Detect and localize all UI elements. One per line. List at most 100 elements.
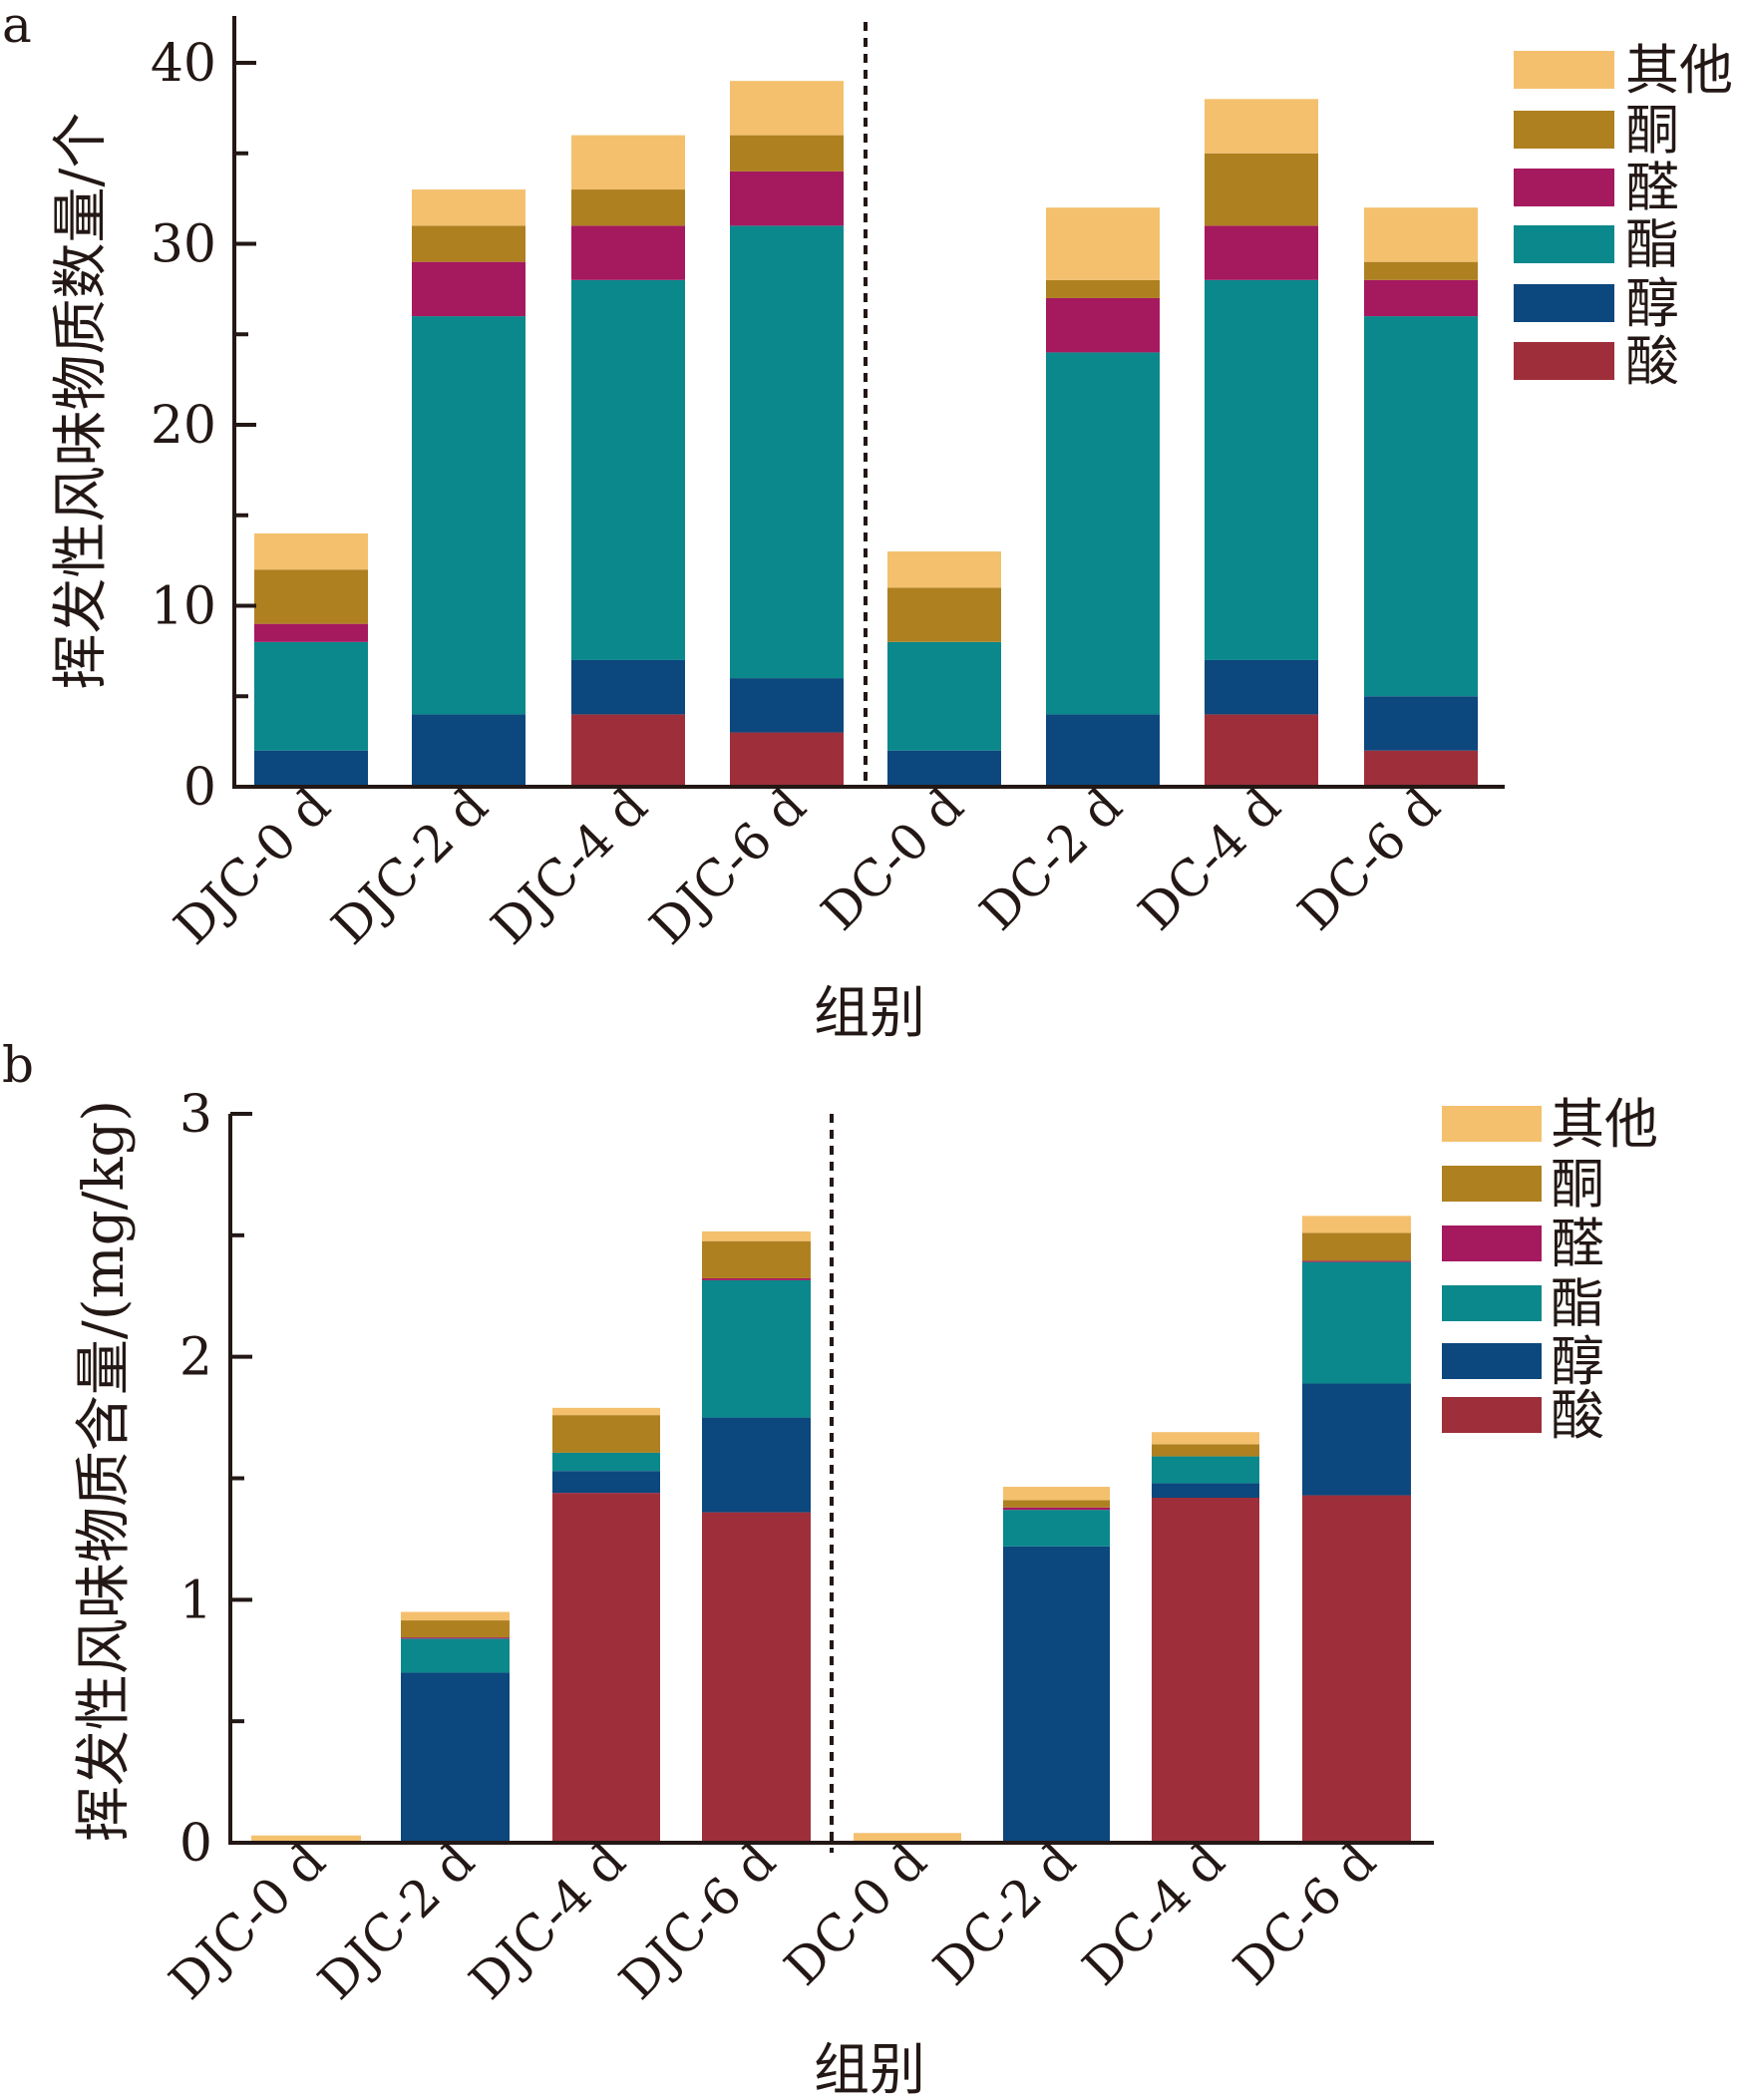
bar-stack [1205,99,1318,787]
bar-segment [730,135,844,172]
bar-segment [1302,1383,1411,1496]
y-tick-label: 2 [179,1328,212,1388]
x-tick-label: DC-6 d [1287,777,1452,941]
legend-item: 酯 [1514,213,1679,276]
bar-segment [412,714,525,787]
x-tick-label: DC-0 d [774,1832,938,1996]
bar-segment [854,1833,961,1843]
bar-segment [571,659,685,715]
bar-segment [571,135,685,190]
x-axis-title-b: 组别 [814,2038,925,2100]
legend-item: 其他 [1442,1093,1658,1156]
bar-segment [401,1620,510,1638]
bar-segment [1046,207,1160,280]
bar-segment [552,1415,660,1453]
bar-segment [552,1471,660,1494]
x-tick-label: DC-2 d [922,1832,1087,1996]
y-tick-label: 40 [151,34,216,94]
bar-stack [702,1230,811,1843]
bar-segment [401,1672,510,1843]
legend-label: 醛 [1551,1213,1604,1275]
bar-stack [1152,1432,1259,1843]
bar-segment [1046,714,1160,787]
bar-stack [571,135,685,787]
bar-segment [412,225,525,262]
legend-swatch [1514,111,1614,149]
legend-item: 醛 [1442,1213,1604,1275]
y-tick-labels-b: 0 1 2 3 [179,1085,212,1874]
legend-label: 酮 [1551,1153,1604,1216]
x-tick-label: DJC-2 d [321,777,500,955]
bar-segment [887,750,1001,787]
bar-stack [251,1835,361,1843]
legend-swatch [1514,284,1614,322]
bar-segment [1205,714,1318,787]
x-axis-title-a: 组别 [814,981,925,1046]
bar-segment [887,641,1001,751]
bar-segment [730,171,844,226]
bar-stack [730,81,844,787]
y-tick-label: 1 [179,1571,212,1630]
bar-segment [251,1835,361,1843]
legend-item: 酮 [1514,99,1679,162]
bar-segment [1046,279,1160,298]
bar-segment [1364,279,1478,317]
bar-segment [1302,1495,1411,1843]
bar-segment [1302,1260,1411,1262]
legend-swatch [1442,1106,1542,1142]
y-tick-label: 20 [151,396,216,456]
bar-segment [552,1493,660,1843]
bar-segment [1152,1483,1259,1498]
bar-segment [1046,352,1160,715]
y-tick-label: 30 [151,215,216,275]
bar-segment [1364,316,1478,697]
x-tick-label: DJC-4 d [481,777,659,955]
legend-swatch [1442,1397,1542,1433]
bar-segment [1003,1510,1110,1547]
legend-item: 酮 [1442,1153,1604,1216]
bar-segment [1152,1456,1259,1484]
bar-segment [401,1637,510,1639]
bar-segment [1364,696,1478,751]
bar-segment [702,1277,811,1280]
bar-stack [1046,207,1160,787]
bar-segment [1152,1497,1259,1843]
legend-label: 醇 [1625,272,1679,335]
bar-segment [412,261,525,317]
legend-swatch [1442,1166,1542,1202]
bar-segment [412,189,525,226]
bar-segment [254,750,368,787]
bar-segment [1205,279,1318,660]
y-tick-label: 3 [179,1085,212,1145]
bar-segment [1302,1261,1411,1384]
bar-segment [254,623,368,642]
legend-label: 酸 [1551,1384,1604,1447]
bar-stack [887,551,1001,787]
x-tick-label: DC-0 d [811,777,975,941]
bar-segment [1003,1507,1110,1511]
bar-segment [1205,225,1318,280]
bar-segment [1364,207,1478,262]
bar-stack [1364,207,1478,787]
legend-swatch [1442,1343,1542,1379]
bar-segment [702,1512,811,1843]
bar-segment [1205,659,1318,715]
legend-label: 醇 [1551,1330,1604,1393]
bar-segment [702,1417,811,1513]
legend-label: 其他 [1551,1093,1658,1156]
bar-segment [1302,1232,1411,1261]
bar-segment [552,1452,660,1472]
legend-item: 酸 [1514,330,1679,393]
bar-stack [854,1833,961,1843]
bar-segment [412,316,525,715]
bar-segment [887,551,1001,588]
x-tick-label: DC-4 d [1128,777,1292,941]
x-tick-label: DJC-2 d [307,1832,486,2010]
bar-stack [254,532,368,787]
legend-swatch [1514,169,1614,206]
